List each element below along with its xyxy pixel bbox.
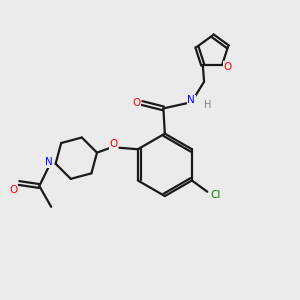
Text: O: O <box>133 98 141 108</box>
Text: N: N <box>188 95 195 105</box>
Text: Cl: Cl <box>211 190 221 200</box>
Text: O: O <box>9 185 17 196</box>
Text: O: O <box>109 139 118 149</box>
Text: H: H <box>204 100 211 110</box>
Text: O: O <box>223 61 232 72</box>
Text: N: N <box>45 157 53 167</box>
